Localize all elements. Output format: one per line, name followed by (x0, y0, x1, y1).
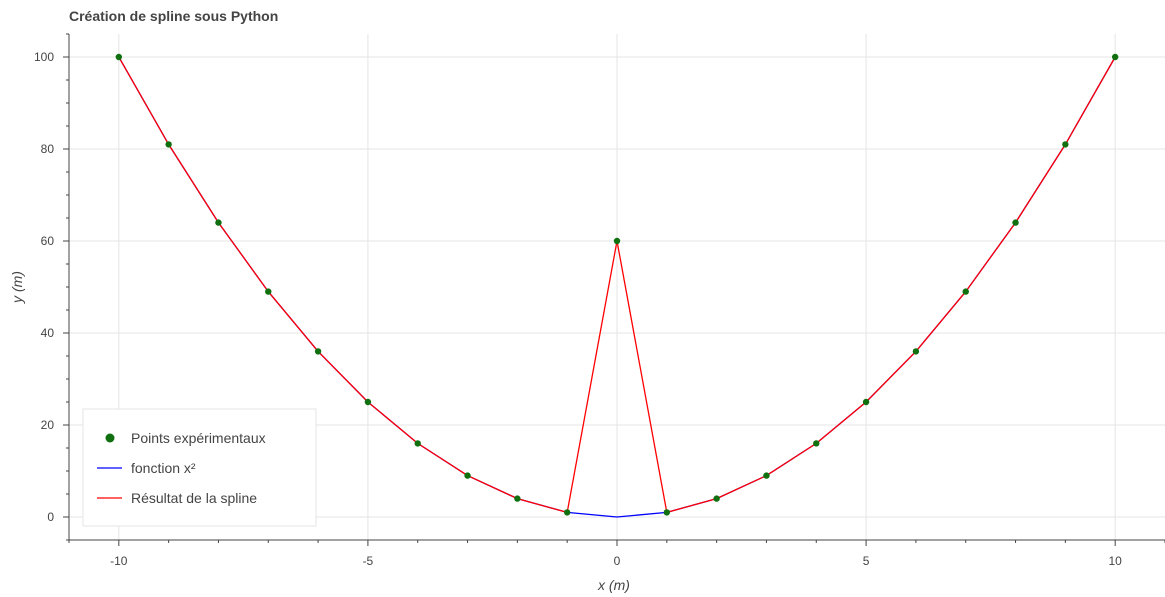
legend: Points expérimentaux fonction x² Résultat … (82, 408, 317, 527)
legend-label: Résultat de la spline (131, 490, 257, 506)
data-point (1062, 141, 1069, 148)
chart-title: Création de spline sous Python (69, 8, 278, 24)
y-tick-label: 60 (41, 234, 55, 248)
data-point (763, 472, 770, 479)
data-point (813, 440, 820, 447)
legend-label: Points expérimentaux (131, 430, 266, 446)
data-point (115, 53, 123, 61)
data-point (962, 288, 969, 295)
x-tick-label: 10 (1109, 554, 1123, 568)
data-point (414, 440, 421, 447)
data-point (912, 348, 920, 355)
series-layer (115, 53, 1119, 518)
legend-swatch-points (105, 433, 115, 443)
x-axis-label: x (m) (597, 577, 630, 593)
data-point (514, 495, 521, 502)
legend-label: fonction x² (131, 460, 196, 476)
data-point (613, 237, 621, 245)
y-tick-label: 40 (41, 326, 55, 340)
y-axis-label: y (m) (9, 271, 25, 304)
data-point (464, 472, 471, 479)
x-tick-label: 0 (614, 554, 621, 568)
y-tick-label: 100 (34, 50, 54, 64)
x-tick-label: 5 (863, 554, 870, 568)
data-point (364, 398, 372, 406)
x-tick-label: -5 (363, 554, 374, 568)
data-point (1111, 53, 1119, 61)
data-point (1012, 219, 1019, 226)
y-tick-label: 0 (47, 510, 54, 524)
data-point (165, 141, 172, 148)
data-point (265, 288, 272, 295)
data-point (314, 348, 322, 355)
data-point (563, 509, 571, 516)
data-point (862, 398, 870, 406)
data-point (663, 509, 671, 516)
y-tick-label: 80 (41, 142, 55, 156)
y-tick-label: 20 (41, 418, 55, 432)
x-tick-label: -10 (110, 554, 128, 568)
data-point (215, 219, 222, 226)
data-point (713, 495, 720, 502)
